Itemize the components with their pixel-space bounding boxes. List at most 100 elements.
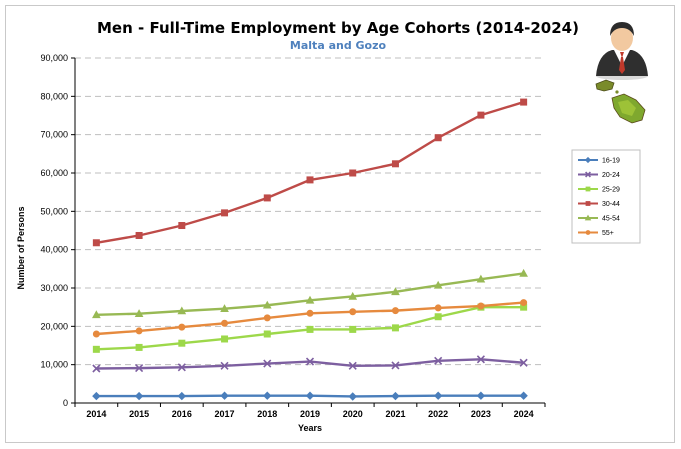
series-lines: [92, 98, 528, 401]
chart-title: Men - Full-Time Employment by Age Cohort…: [97, 19, 579, 37]
y-tick-label: 30,000: [40, 283, 68, 293]
x-tick-label: 2024: [514, 409, 534, 419]
data-point: [476, 274, 486, 283]
legend-item: 45-54: [578, 214, 620, 223]
data-point: [391, 324, 399, 332]
series-25-29: [92, 303, 528, 353]
x-tick-label: 2015: [129, 409, 149, 419]
data-point: [178, 339, 186, 347]
data-point: [391, 287, 400, 296]
legend-label: 25-29: [602, 187, 620, 194]
x-tick-label: 2023: [471, 409, 491, 419]
legend-marker: [584, 156, 592, 164]
series-line: [96, 272, 524, 317]
data-point: [519, 358, 528, 367]
data-point: [434, 313, 442, 321]
data-point: [92, 310, 101, 319]
data-point: [92, 391, 101, 401]
series-30-44: [92, 98, 528, 247]
data-point: [92, 239, 100, 247]
data-point: [349, 169, 357, 177]
businessman-avatar-icon: [596, 22, 648, 80]
data-point: [348, 361, 357, 370]
series-20-24: [92, 355, 528, 373]
data-point: [391, 307, 399, 315]
data-point: [220, 391, 229, 400]
x-tick-label: 2019: [300, 409, 320, 419]
data-point: [305, 391, 315, 400]
data-point: [477, 111, 485, 119]
data-point: [178, 323, 186, 331]
data-point: [434, 304, 442, 312]
data-point: [391, 160, 399, 168]
data-point: [476, 355, 485, 364]
data-point: [519, 268, 528, 277]
legend-marker: [585, 186, 591, 192]
legend-label: 55+: [602, 230, 614, 237]
grid-lines: [75, 57, 545, 366]
data-point: [220, 361, 229, 370]
series-45-54: [92, 268, 528, 319]
y-axis-label: Number of Persons: [16, 206, 26, 289]
x-tick-label: 2021: [385, 409, 405, 419]
x-tick-label: 2014: [86, 409, 106, 419]
y-tick-label: 70,000: [40, 130, 68, 140]
y-tick-label: 50,000: [40, 206, 68, 216]
data-point: [92, 364, 101, 373]
legend-item: 55+: [578, 230, 614, 237]
y-tick-label: 80,000: [40, 91, 68, 101]
data-point: [177, 306, 187, 315]
x-tick-label: 2018: [257, 409, 277, 419]
legend-label: 45-54: [602, 216, 620, 223]
legend-marker: [585, 201, 591, 206]
data-point: [433, 391, 443, 400]
data-point: [134, 309, 144, 317]
y-tick-label: 60,000: [40, 168, 68, 178]
data-point: [135, 231, 143, 239]
legend-label: 30-44: [602, 201, 620, 208]
data-point: [520, 299, 528, 307]
legend-item: 20-24: [578, 171, 620, 179]
data-point: [348, 291, 358, 300]
data-point: [135, 343, 143, 351]
data-point: [391, 361, 400, 370]
data-point: [306, 309, 314, 317]
series-line: [96, 100, 524, 244]
data-point: [306, 176, 314, 184]
data-point: [177, 391, 187, 401]
x-axis-label: Years: [298, 423, 322, 433]
data-point: [262, 300, 272, 309]
legend-marker: [584, 214, 592, 221]
legend-item: 25-29: [578, 187, 620, 194]
data-point: [263, 359, 272, 368]
data-point: [477, 302, 485, 310]
legend-marker: [585, 171, 591, 178]
legend-label: 16-19: [602, 158, 620, 165]
data-point: [305, 295, 315, 304]
series-16-19: [92, 391, 528, 401]
data-point: [263, 314, 271, 322]
legend-label: 20-24: [602, 172, 620, 179]
data-point: [348, 392, 357, 401]
x-tick-label: 2017: [215, 409, 235, 419]
data-point: [92, 345, 100, 353]
data-point: [434, 134, 442, 142]
y-tick-label: 10,000: [40, 360, 68, 370]
x-tick-label: 2020: [343, 409, 363, 419]
x-tick-label: 2022: [428, 409, 448, 419]
legend-box: [571, 149, 641, 244]
y-tick-label: 90,000: [40, 53, 68, 63]
data-point: [433, 280, 443, 289]
data-point: [220, 304, 229, 312]
data-point: [177, 363, 186, 372]
y-tick-label: 20,000: [40, 321, 68, 331]
x-tick-label: 2016: [172, 409, 192, 419]
y-tick-label: 0: [63, 398, 68, 408]
data-point: [221, 335, 229, 343]
data-point: [221, 209, 229, 217]
legend-item: 30-44: [578, 201, 620, 208]
data-point: [519, 391, 528, 400]
legend-marker: [585, 230, 591, 235]
data-point: [92, 330, 100, 338]
data-point: [520, 98, 528, 106]
